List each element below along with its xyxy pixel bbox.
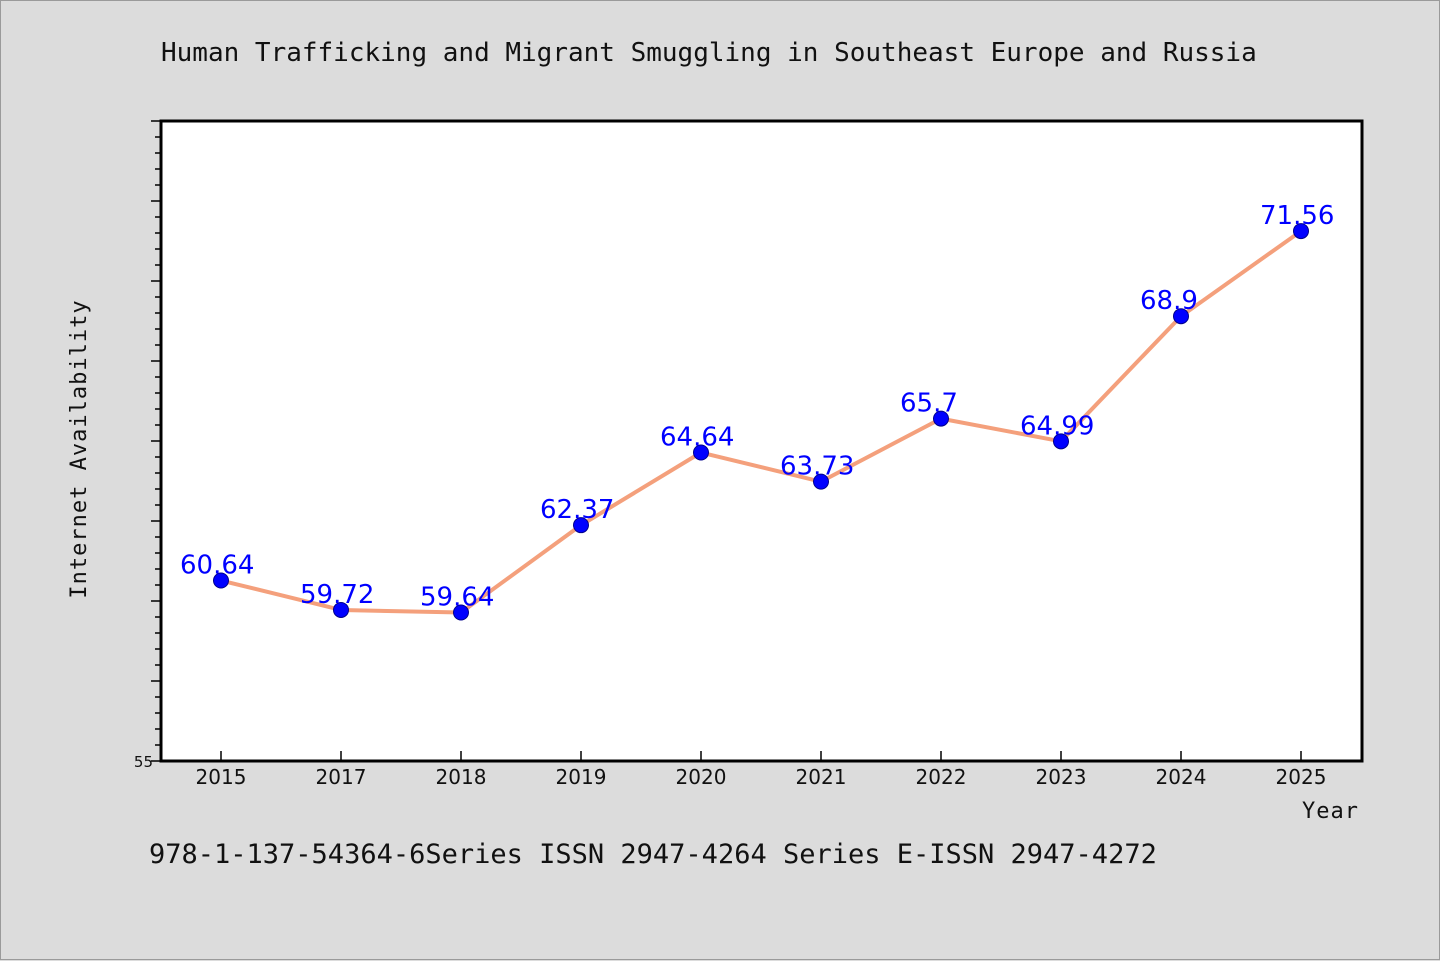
- data-label: 65.7: [900, 389, 958, 419]
- x-tick-label: 2018: [436, 765, 487, 789]
- plot-area: [159, 119, 1364, 763]
- data-label: 59.72: [300, 580, 374, 610]
- data-label: 60.64: [180, 551, 254, 581]
- data-point: [693, 444, 709, 461]
- x-axis-ticks: 2015 2017 2018 2019 2020 2021 2022 2023 2024 2025: [196, 751, 1327, 789]
- x-tick-label: 2021: [796, 765, 847, 789]
- data-point: [453, 604, 469, 621]
- x-axis-title: Year: [1302, 799, 1359, 824]
- x-tick-label: 2015: [196, 765, 247, 789]
- x-tick-label: 2020: [676, 765, 727, 789]
- data-label: 64.99: [1020, 411, 1094, 441]
- x-tick-label: 2024: [1156, 765, 1207, 789]
- series-layer: 60.64 59.72 59.64 62.37 64.64 63.73 65.7 64.99 6…: [180, 201, 1334, 621]
- data-label: 64.64: [660, 423, 734, 453]
- x-tick-label: 2025: [1276, 765, 1327, 789]
- footer-text: 978-1-137-54364-6Series ISSN 2947-4264 S…: [149, 839, 1157, 870]
- data-point: [933, 410, 949, 427]
- data-point: [213, 572, 229, 589]
- chart-title: Human Trafficking and Migrant Smuggling …: [161, 38, 1257, 68]
- x-tick-label: 2019: [556, 765, 607, 789]
- data-label: 59.64: [420, 583, 494, 613]
- series-line: [219, 229, 1303, 615]
- data-point: [1293, 223, 1309, 240]
- x-tick-label: 2017: [316, 765, 367, 789]
- data-point: [1173, 308, 1189, 325]
- data-point: [813, 473, 829, 490]
- data-label: 63.73: [780, 452, 854, 482]
- data-label: 62.37: [540, 495, 614, 525]
- data-point: [1053, 433, 1069, 450]
- y-axis-ticks: 55: [134, 120, 161, 771]
- data-point: [573, 517, 589, 534]
- x-tick-label: 2022: [916, 765, 967, 789]
- data-label: 71.56: [1260, 201, 1334, 231]
- y-axis-title: Internet Availability: [67, 299, 92, 598]
- data-point: [333, 601, 349, 618]
- data-label: 68.9: [1140, 286, 1198, 316]
- y-tick-label: 55: [134, 753, 153, 771]
- x-tick-label: 2023: [1036, 765, 1087, 789]
